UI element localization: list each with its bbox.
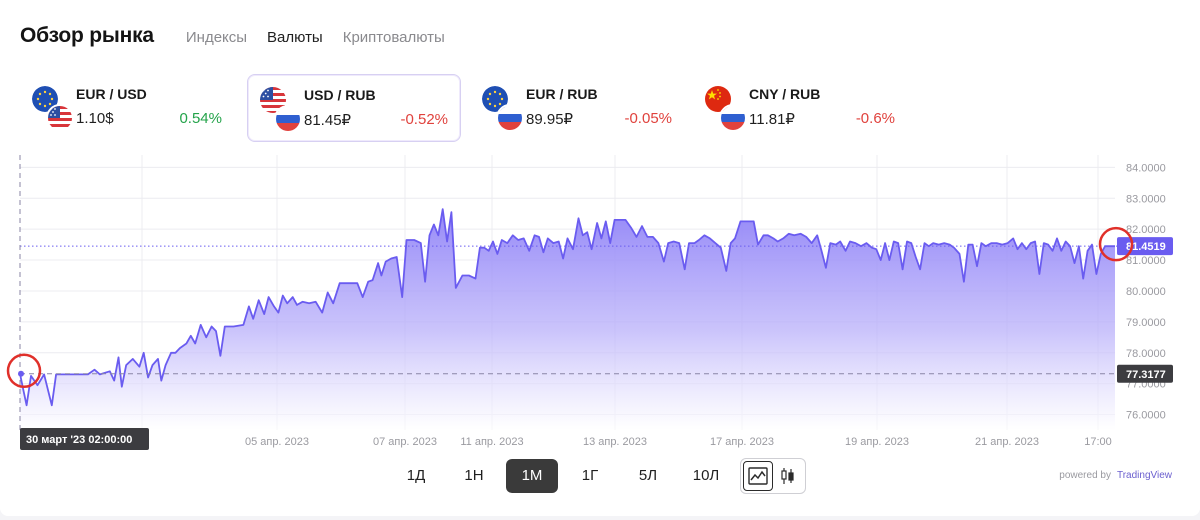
category-tabs: Индексы Валюты Криптовалюты (186, 29, 465, 46)
ticker-eur-rub[interactable]: EUR / RUB 89.95₽ -0.05% (470, 74, 684, 142)
ticker-change: -0.52% (400, 111, 448, 128)
period-5y-button[interactable]: 5Л (638, 467, 658, 484)
tradingview-link[interactable]: TradingView (1116, 470, 1172, 481)
y-tick-label: 78.0000 (1126, 348, 1166, 360)
period-10y-button[interactable]: 10Л (692, 467, 720, 484)
ticker-pair: EUR / USD (76, 86, 147, 102)
x-tick-label: 13 апр. 2023 (583, 436, 647, 448)
tab-indices[interactable]: Индексы (185, 29, 248, 46)
tab-crypto[interactable]: Криптовалюты (342, 29, 445, 46)
highlight-circle-start (6, 353, 42, 389)
ticker-change: -0.6% (855, 110, 895, 127)
ticker-price: 89.95₽ (526, 111, 574, 128)
crosshair-value-badge (1117, 364, 1173, 383)
ticker-price: 81.45₽ (304, 112, 352, 129)
ticker-change: 0.54% (179, 110, 222, 127)
x-tick-label: 21 апр. 2023 (975, 436, 1039, 448)
powered-prefix: powered by (1059, 470, 1111, 481)
ru-flag-icon (274, 105, 302, 133)
period-1m-button[interactable]: 1М (506, 459, 558, 493)
ru-flag-icon (496, 104, 524, 132)
highlight-circle-end (1098, 226, 1134, 262)
ticker-usd-rub[interactable]: USD / RUB 81.45₽ -0.52% (247, 74, 461, 142)
start-point-marker (18, 370, 24, 377)
price-line (19, 208, 1115, 407)
header: Обзор рынка Индексы Валюты Криптовалюты (20, 24, 465, 48)
us-flag-icon (260, 87, 286, 113)
price-area (20, 209, 1115, 430)
chart-view-toggle (740, 458, 806, 494)
x-tick-label: 07 апр. 2023 (373, 436, 437, 448)
area-chart-icon[interactable] (743, 461, 773, 491)
ticker-price: 11.81₽ (749, 111, 795, 128)
ticker-price: 1.10$ (76, 110, 114, 127)
ticker-pair: EUR / RUB (526, 86, 598, 102)
crosshair-time: 30 март '23 02:00:00 (26, 434, 132, 446)
y-tick-label: 83.0000 (1126, 193, 1166, 205)
powered-by: powered by TradingView (1059, 470, 1172, 481)
ticker-pair: USD / RUB (304, 87, 376, 103)
x-tick-label: 11 апр. 2023 (460, 436, 523, 448)
y-tick-label: 80.0000 (1126, 286, 1166, 298)
period-1d-button[interactable]: 1Д (406, 467, 426, 484)
period-controls: 1Д 1Н 1М 1Г 5Л 10Л (390, 458, 806, 494)
x-tick-label: 17 апр. 2023 (710, 436, 774, 448)
candlestick-icon[interactable] (773, 461, 803, 491)
crosshair-time-badge (20, 428, 149, 450)
ticker-cny-rub[interactable]: CNY / RUB 11.81₽ -0.6% (693, 74, 907, 142)
ticker-eur-usd[interactable]: EUR / USD 1.10$ 0.54% (20, 74, 234, 142)
x-tick-label: 17:00 (1084, 436, 1112, 448)
page-title: Обзор рынка (20, 24, 154, 47)
y-tick-label: 84.0000 (1126, 162, 1166, 174)
y-tick-label: 81.0000 (1126, 255, 1166, 267)
y-tick-label: 76.0000 (1126, 410, 1166, 422)
x-tick-label: 05 апр. 2023 (245, 436, 309, 448)
ticker-change: -0.05% (624, 110, 672, 127)
period-1y-button[interactable]: 1Г (581, 467, 599, 484)
price-chart[interactable]: 84.0000 83.0000 82.0000 81.0000 80.0000 79.00… (0, 150, 1200, 455)
y-tick-label: 79.0000 (1126, 317, 1166, 329)
tab-currencies[interactable]: Валюты (267, 29, 323, 46)
last-price-value: 81.4519 (1126, 241, 1166, 253)
ticker-pair: CNY / RUB (749, 86, 821, 102)
period-1w-button[interactable]: 1Н (464, 467, 484, 484)
ru-flag-icon (719, 104, 747, 132)
chart-svg[interactable]: 84.0000 83.0000 82.0000 81.0000 80.0000 79.00… (0, 150, 1200, 455)
crosshair-value: 77.3177 (1126, 369, 1166, 381)
us-flag-icon (46, 104, 74, 132)
y-tick-label: 82.0000 (1126, 224, 1166, 236)
x-tick-label: 19 апр. 2023 (845, 436, 909, 448)
